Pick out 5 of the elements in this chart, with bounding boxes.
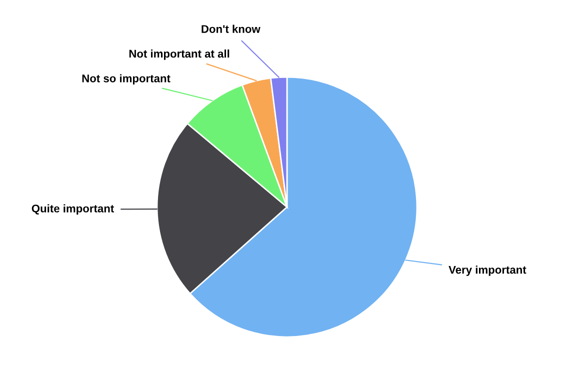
slice-label: Not important at all	[129, 49, 230, 60]
slice-label: Very important	[448, 266, 526, 276]
slice-label: Not so important	[82, 74, 170, 85]
slice-label: Quite important	[32, 204, 114, 215]
slice-label: Don't know	[202, 24, 260, 33]
